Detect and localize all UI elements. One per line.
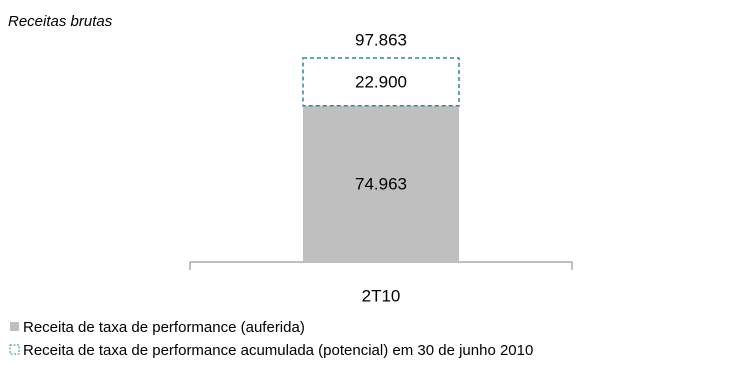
value-label: 74.963 <box>355 174 407 193</box>
bar-segment <box>303 105 459 263</box>
chart-title: Receitas brutas <box>8 13 113 30</box>
legend-label: Receita de taxa de performance acumulada… <box>23 342 533 359</box>
value-label: 22.900 <box>355 72 407 91</box>
legend-swatch <box>9 344 20 355</box>
x-tick-label: 2T10 <box>362 286 401 305</box>
bar-segment <box>302 57 460 107</box>
legend-label: Receita de taxa de performance (auferida… <box>23 319 305 336</box>
legend-swatch <box>10 322 19 331</box>
total-label: 97.863 <box>355 30 407 49</box>
